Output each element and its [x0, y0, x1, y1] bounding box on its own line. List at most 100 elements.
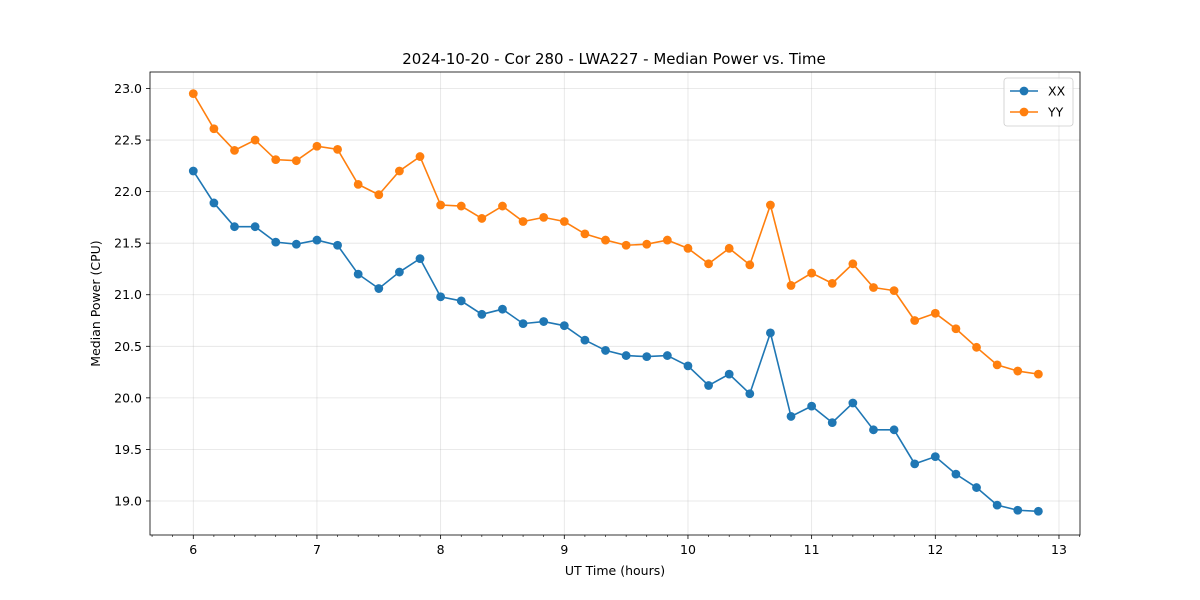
series-xx	[188, 166, 1043, 516]
data-point-xx	[621, 351, 631, 360]
data-point-xx	[972, 483, 981, 492]
data-point-xx	[353, 269, 363, 279]
y-tick-label: 20.0	[114, 390, 142, 405]
data-point-xx	[601, 346, 610, 355]
data-point-xx	[1013, 505, 1023, 515]
data-point-yy	[395, 166, 404, 176]
data-point-yy	[930, 308, 940, 318]
chart-title: 2024-10-20 - Cor 280 - LWA227 - Median P…	[402, 50, 826, 68]
data-point-xx	[745, 389, 755, 399]
data-point-yy	[580, 229, 590, 239]
data-point-yy	[498, 201, 507, 211]
data-point-yy	[456, 201, 466, 211]
data-point-yy	[992, 360, 1002, 370]
data-point-xx	[271, 237, 281, 247]
data-point-yy	[601, 235, 610, 245]
x-tick-label: 7	[313, 542, 321, 557]
data-point-yy	[766, 200, 775, 210]
data-point-yy	[271, 155, 281, 165]
series-yy	[188, 89, 1043, 379]
data-point-yy	[477, 214, 487, 223]
data-point-xx	[415, 254, 425, 264]
data-point-yy	[951, 324, 961, 334]
data-point-xx	[642, 352, 652, 362]
data-point-yy	[518, 217, 528, 226]
data-point-xx	[662, 351, 672, 360]
data-point-xx	[951, 469, 961, 479]
y-tick-label: 19.5	[114, 442, 142, 457]
data-point-yy	[333, 144, 342, 154]
data-point-yy	[436, 200, 446, 210]
data-point-xx	[683, 361, 693, 371]
data-point-yy	[1013, 366, 1023, 376]
y-tick-label: 22.0	[114, 184, 142, 199]
data-point-xx	[1033, 506, 1043, 516]
series-line-yy	[192, 93, 1039, 375]
data-point-xx	[827, 418, 837, 428]
data-point-yy	[972, 342, 981, 352]
data-point-yy	[642, 239, 652, 249]
y-tick-label: 21.5	[114, 236, 142, 251]
data-point-xx	[992, 500, 1002, 510]
y-tick-label: 22.5	[114, 133, 142, 148]
data-point-yy	[683, 243, 693, 253]
data-point-xx	[848, 398, 858, 408]
legend-label-xx: XX	[1048, 84, 1066, 99]
grid-lines	[150, 72, 1080, 535]
data-point-yy	[209, 124, 219, 134]
y-axis-title: Median Power (CPU)	[88, 240, 103, 366]
data-point-xx	[910, 459, 920, 469]
data-point-yy	[807, 268, 817, 278]
data-point-yy	[230, 145, 239, 155]
data-point-xx	[786, 412, 796, 421]
data-point-xx	[250, 222, 260, 232]
plot-frame	[149, 71, 1081, 536]
data-point-xx	[374, 284, 384, 293]
data-point-yy	[724, 243, 734, 253]
data-point-yy	[889, 286, 899, 296]
data-point-yy	[374, 190, 384, 200]
x-tick-label: 13	[1051, 542, 1067, 557]
y-axis: 19.0 19.5 20.0 20.5 21.0 21.5 22.0 22.5 23.0	[114, 81, 150, 508]
y-tick-label: 23.0	[114, 81, 142, 96]
series-line-xx	[192, 170, 1039, 513]
legend-marker-xx	[1019, 86, 1029, 96]
data-point-xx	[477, 309, 487, 319]
data-point-yy	[291, 156, 301, 166]
x-tick-label: 11	[804, 542, 820, 557]
data-point-yy	[786, 281, 796, 290]
data-point-xx	[333, 240, 342, 250]
data-point-yy	[848, 259, 858, 269]
data-point-xx	[724, 369, 734, 379]
data-point-yy	[869, 283, 878, 292]
y-tick-label: 20.5	[114, 339, 142, 354]
data-point-xx	[539, 317, 549, 326]
legend: XX YY	[1003, 77, 1074, 127]
data-point-xx	[230, 222, 239, 232]
data-point-xx	[807, 401, 817, 411]
data-point-xx	[291, 239, 301, 249]
data-point-yy	[745, 260, 755, 270]
x-axis-title: UT Time (hours)	[565, 563, 665, 578]
data-point-xx	[456, 296, 466, 306]
data-point-xx	[498, 304, 507, 314]
series-lines	[188, 89, 1043, 516]
x-tick-label: 10	[680, 542, 696, 557]
data-point-yy	[312, 141, 322, 151]
data-point-xx	[766, 328, 775, 338]
x-axis: 6 7 8 9 10 11 12 13	[151, 535, 1080, 557]
data-point-xx	[312, 235, 322, 245]
data-point-yy	[662, 235, 672, 245]
data-point-xx	[580, 335, 590, 345]
legend-marker-yy	[1019, 107, 1029, 117]
data-point-yy	[621, 240, 631, 250]
y-tick-label: 21.0	[114, 287, 142, 302]
data-point-yy	[1033, 369, 1043, 379]
data-point-yy	[559, 217, 569, 226]
data-point-yy	[250, 135, 260, 145]
data-point-xx	[188, 166, 198, 176]
data-point-yy	[910, 316, 920, 325]
x-tick-label: 9	[560, 542, 568, 557]
data-point-xx	[869, 425, 878, 435]
data-point-xx	[436, 292, 446, 302]
